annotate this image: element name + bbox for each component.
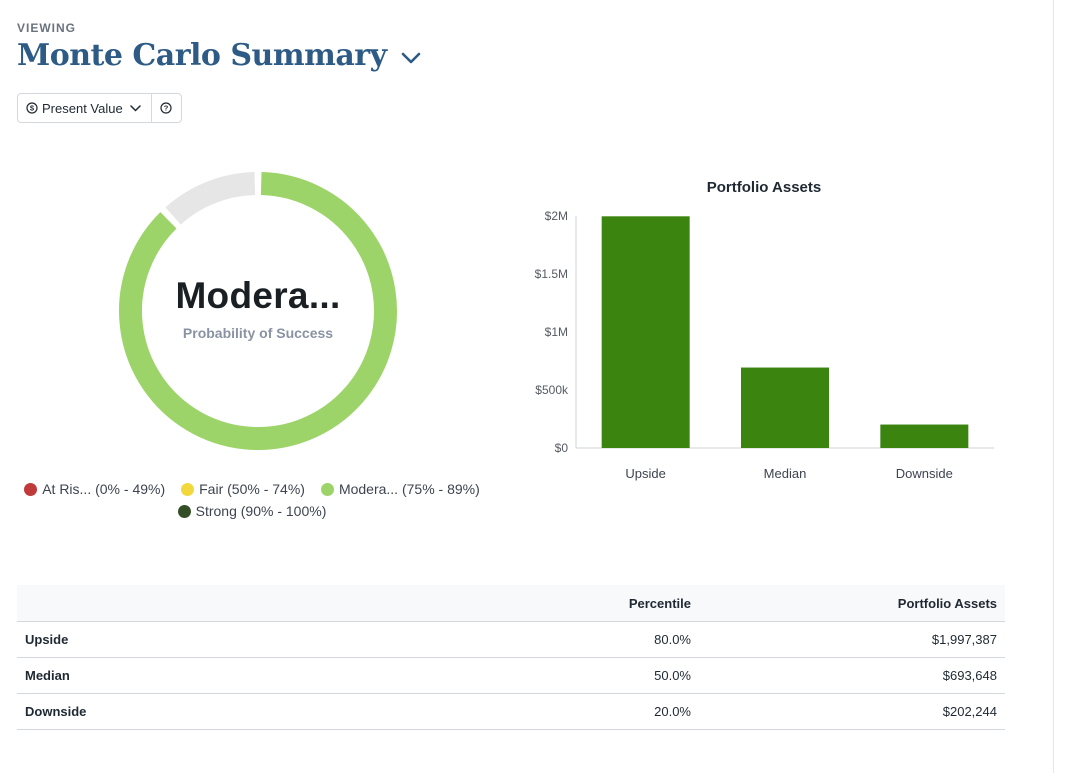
legend-item-at-risk[interactable]: At Ris... (0% - 49%) — [24, 481, 165, 497]
row-percentile: 80.0% — [513, 621, 699, 658]
results-table: Percentile Portfolio Assets Upside 80.0%… — [17, 585, 1005, 730]
row-name: Upside — [17, 621, 513, 658]
probability-legend: At Ris... (0% - 49%) Fair (50% - 74%) Mo… — [17, 481, 487, 519]
y-tick-label: $1.5M — [535, 267, 568, 281]
dollar-circle-icon: $ — [26, 102, 38, 114]
value-toolbar: $ Present Value ? — [17, 93, 182, 123]
help-button[interactable]: ? — [152, 94, 181, 122]
legend-dot — [320, 482, 334, 496]
row-name: Median — [17, 657, 513, 694]
bar-downside — [880, 424, 969, 448]
probability-donut — [119, 172, 397, 450]
svg-text:$: $ — [30, 104, 35, 113]
legend-label: Modera... (75% - 89%) — [338, 481, 480, 497]
donut-fill — [119, 172, 397, 450]
portfolio-assets-chart: Portfolio Assets $0 $500k $1M $1.5M $2M Upside… — [535, 179, 994, 481]
header-percentile: Percentile — [513, 585, 699, 622]
row-assets: $202,244 — [699, 693, 1005, 730]
x-tick-label: Upside — [625, 466, 665, 481]
bar-median — [741, 367, 829, 448]
y-tick-label: $2M — [545, 209, 568, 223]
present-value-label: Present Value — [42, 100, 123, 116]
table-header-row: Percentile Portfolio Assets — [17, 585, 1005, 622]
chevron-down-icon — [401, 51, 421, 69]
x-tick-label: Downside — [896, 466, 953, 481]
row-assets: $693,648 — [699, 657, 1005, 694]
panel-divider — [1053, 0, 1054, 773]
chart-title: Portfolio Assets — [707, 179, 821, 196]
legend-item-strong[interactable]: Strong (90% - 100%) — [177, 503, 327, 519]
svg-text:?: ? — [164, 104, 169, 113]
table-row: Upside 80.0% $1,997,387 — [17, 621, 1005, 658]
legend-item-fair[interactable]: Fair (50% - 74%) — [181, 481, 305, 497]
y-tick-label: $500k — [535, 383, 569, 397]
y-tick-label: $0 — [555, 441, 569, 455]
table-row: Downside 20.0% $202,244 — [17, 693, 1005, 730]
donut-track — [165, 172, 256, 225]
legend-dot — [181, 482, 195, 496]
row-assets: $1,997,387 — [699, 621, 1005, 658]
viewing-eyebrow: VIEWING — [17, 21, 77, 35]
row-name: Downside — [17, 693, 513, 730]
y-tick-label: $1M — [545, 325, 568, 339]
view-selector[interactable]: Monte Carlo Summary — [17, 38, 421, 73]
question-circle-icon: ? — [160, 102, 172, 114]
legend-label: At Ris... (0% - 49%) — [42, 481, 166, 497]
table-row: Median 50.0% $693,648 — [17, 657, 1005, 694]
header-portfolio-assets: Portfolio Assets — [699, 585, 1005, 622]
legend-dot — [24, 482, 38, 496]
legend-label: Fair (50% - 74%) — [199, 481, 305, 497]
legend-label: Strong (90% - 100%) — [195, 503, 327, 519]
x-tick-label: Median — [764, 466, 807, 481]
bar-upside — [601, 216, 690, 448]
header-name — [17, 585, 513, 622]
legend-item-moderate[interactable]: Modera... (75% - 89%) — [320, 481, 480, 497]
present-value-dropdown[interactable]: $ Present Value — [18, 94, 152, 122]
row-percentile: 20.0% — [513, 693, 699, 730]
row-percentile: 50.0% — [513, 657, 699, 694]
page-title: Monte Carlo Summary — [17, 38, 387, 73]
chevron-down-icon — [129, 104, 141, 112]
legend-dot — [177, 504, 191, 518]
